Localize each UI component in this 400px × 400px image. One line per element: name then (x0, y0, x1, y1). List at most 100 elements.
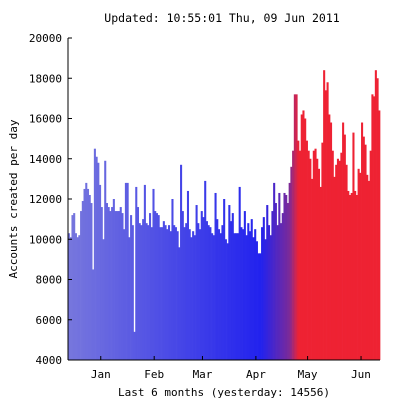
bar (281, 213, 284, 360)
bar (147, 225, 150, 360)
bar (173, 225, 176, 360)
y-tick-label: 6000 (36, 314, 63, 327)
bar (276, 225, 279, 360)
bar (347, 190, 350, 360)
bar (166, 229, 169, 360)
bar (261, 227, 264, 360)
bar (230, 221, 233, 360)
bar (274, 203, 277, 360)
bar (357, 168, 360, 360)
bar (169, 231, 172, 360)
bar (155, 213, 158, 360)
bar (338, 160, 341, 360)
bar (235, 233, 238, 360)
y-tick-label: 4000 (36, 354, 63, 367)
bar (343, 134, 346, 360)
bar (240, 227, 243, 360)
bar (224, 239, 227, 360)
bar (124, 182, 127, 360)
bar (150, 227, 153, 360)
bar (286, 203, 289, 360)
bar (371, 94, 374, 360)
bar (233, 233, 236, 360)
bar (267, 225, 271, 360)
bar (297, 140, 300, 360)
bar (369, 150, 372, 360)
bar (314, 148, 317, 360)
bar (74, 233, 77, 360)
x-tick-label: Jun (351, 368, 371, 381)
bar (171, 199, 174, 360)
bar (348, 194, 352, 360)
bar (128, 237, 131, 360)
bar (364, 144, 367, 360)
bar (88, 194, 91, 360)
bar (197, 223, 200, 360)
bar (162, 221, 165, 360)
x-tick-label: Mar (193, 368, 213, 381)
bar (199, 229, 202, 360)
bar (202, 217, 205, 360)
bar (309, 158, 312, 360)
bar (330, 122, 333, 361)
y-tick-label: 14000 (29, 153, 62, 166)
bar (80, 211, 83, 360)
bar (131, 225, 134, 360)
bar (250, 219, 253, 361)
bar (238, 186, 241, 360)
bar (212, 235, 215, 360)
bar (76, 237, 79, 360)
bar (95, 156, 98, 360)
bar (116, 211, 119, 360)
y-tick-labels: 4000 6000 8000 10000 12000 14000 16000 18000 200… (29, 32, 62, 367)
bar (142, 219, 145, 361)
y-tick-label: 10000 (29, 233, 62, 246)
bar (204, 180, 207, 360)
bar (259, 253, 262, 360)
bar (109, 211, 112, 360)
bar (157, 215, 160, 360)
bar (174, 227, 177, 360)
bar (205, 221, 208, 360)
bar (221, 225, 224, 360)
bar (319, 186, 322, 360)
bar (92, 269, 95, 360)
bar (112, 199, 115, 360)
bar (81, 201, 84, 360)
bar (321, 142, 324, 360)
bar (273, 182, 276, 360)
bar (192, 231, 195, 360)
bar (126, 182, 129, 360)
bar (278, 192, 281, 360)
bar (336, 158, 339, 360)
bar (283, 192, 286, 360)
bar (293, 94, 296, 360)
bar (90, 203, 93, 360)
bar (217, 229, 221, 360)
bar (345, 164, 348, 360)
bar (154, 211, 157, 360)
bar (200, 211, 203, 360)
bar (300, 114, 303, 360)
bar (193, 235, 196, 360)
bar (136, 207, 140, 360)
bar (373, 96, 376, 361)
bar (352, 132, 355, 360)
bar (73, 213, 76, 360)
bar (376, 78, 379, 360)
bar (226, 243, 229, 360)
bar (271, 211, 274, 360)
bar (326, 82, 329, 361)
bar (252, 237, 255, 360)
bar (331, 150, 334, 360)
bar (117, 211, 121, 360)
bar (295, 94, 298, 360)
bar (133, 331, 136, 360)
bar (304, 118, 307, 360)
bar (178, 247, 181, 360)
bar (69, 237, 72, 360)
bar (185, 223, 188, 360)
bar (85, 182, 88, 360)
bar (328, 114, 331, 360)
